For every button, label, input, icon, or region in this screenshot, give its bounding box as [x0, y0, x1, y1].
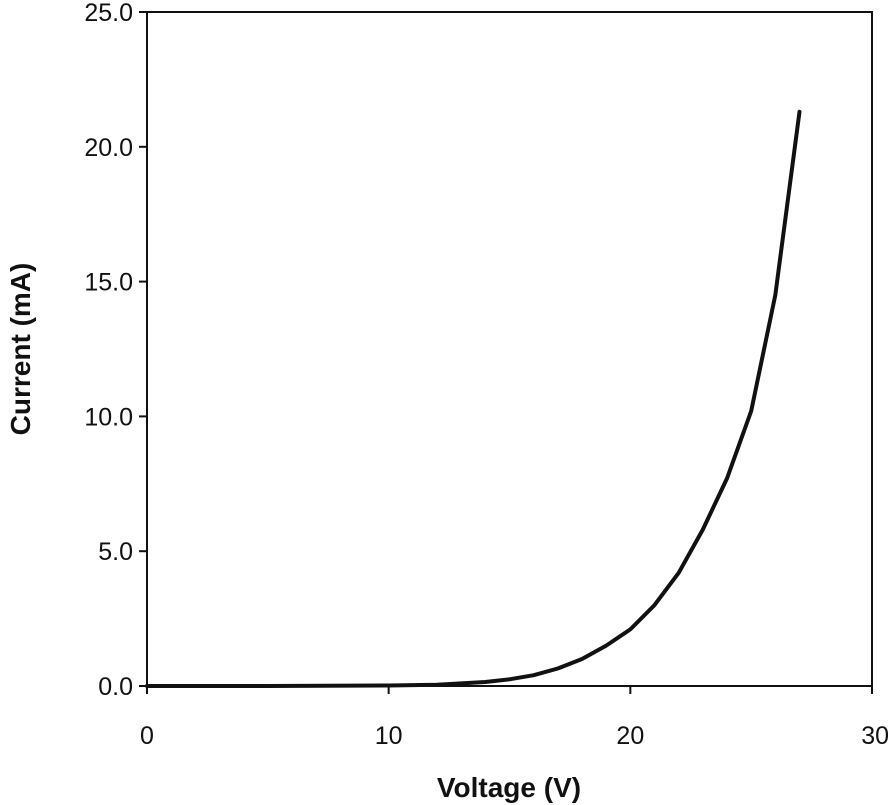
x-tick-label: 20	[616, 722, 644, 750]
x-axis-title: Voltage (V)	[437, 772, 581, 803]
x-axis-ticks: 0 10 20 30	[140, 686, 889, 750]
y-tick-label: 0.0	[98, 673, 133, 701]
x-tick-label: 0	[140, 722, 154, 750]
y-tick-label: 5.0	[98, 538, 133, 566]
y-tick-label: 25.0	[84, 0, 133, 27]
y-axis-title: Current (mA)	[5, 263, 36, 436]
x-tick-label: 10	[375, 722, 403, 750]
y-axis-ticks: 0.0 5.0 10.0 15.0 20.0 25.0	[84, 0, 147, 701]
y-tick-label: 10.0	[84, 403, 133, 431]
x-tick-label: 30	[861, 722, 889, 750]
y-tick-label: 20.0	[84, 134, 133, 162]
series-layer	[147, 112, 800, 686]
series-line	[147, 112, 800, 686]
y-tick-label: 15.0	[84, 269, 133, 297]
